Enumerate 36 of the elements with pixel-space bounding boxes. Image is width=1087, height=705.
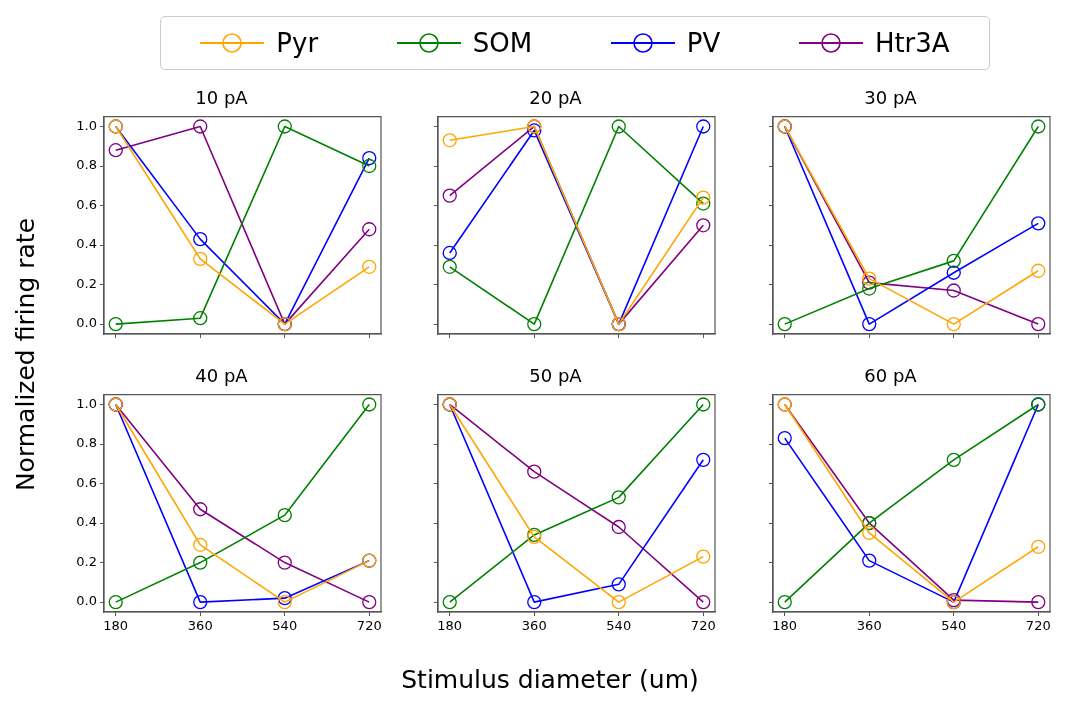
y-tick-label: 0.4 — [76, 514, 97, 530]
y-tick-label: 0.4 — [76, 236, 97, 252]
x-tick-label: 180 — [437, 618, 463, 634]
x-tick-label: 720 — [1025, 618, 1051, 634]
x-tick-label: 360 — [521, 618, 547, 634]
legend-label: PV — [686, 28, 721, 58]
x-tick-label: 180 — [103, 618, 129, 634]
legend-label: Htr3A — [874, 28, 950, 58]
y-tick-label: 1.0 — [76, 117, 97, 133]
x-tick-label: 540 — [272, 618, 298, 634]
x-tick-label: 360 — [856, 618, 882, 634]
y-tick-label: 1.0 — [76, 395, 97, 411]
x-tick-label: 720 — [356, 618, 382, 634]
y-tick-label: 0.2 — [76, 275, 97, 291]
x-tick-label: 360 — [187, 618, 213, 634]
chart-title: 10 pA — [195, 87, 249, 109]
y-tick-label: 0.0 — [76, 593, 97, 609]
legend-label: SOM — [472, 28, 533, 58]
x-axis-title: Stimulus diameter (um) — [400, 665, 700, 694]
y-tick-label: 0.8 — [76, 435, 97, 451]
chart-title: 20 pA — [529, 87, 583, 109]
x-tick-label: 180 — [772, 618, 798, 634]
chart-title: 30 pA — [864, 87, 918, 109]
y-tick-label: 0.8 — [76, 157, 97, 173]
x-tick-label: 540 — [606, 618, 632, 634]
x-tick-label: 540 — [941, 618, 967, 634]
y-tick-label: 0.2 — [76, 553, 97, 569]
y-tick-label: 0.0 — [76, 315, 97, 331]
chart-title: 60 pA — [864, 365, 918, 387]
x-tick-label: 720 — [690, 618, 716, 634]
chart-title: 40 pA — [195, 365, 249, 387]
y-tick-label: 0.6 — [76, 474, 97, 490]
chart-title: 50 pA — [529, 365, 583, 387]
y-axis-title: Normalized firing rate — [10, 216, 40, 494]
legend-label: Pyr — [276, 28, 319, 58]
y-tick-label: 0.6 — [76, 196, 97, 212]
